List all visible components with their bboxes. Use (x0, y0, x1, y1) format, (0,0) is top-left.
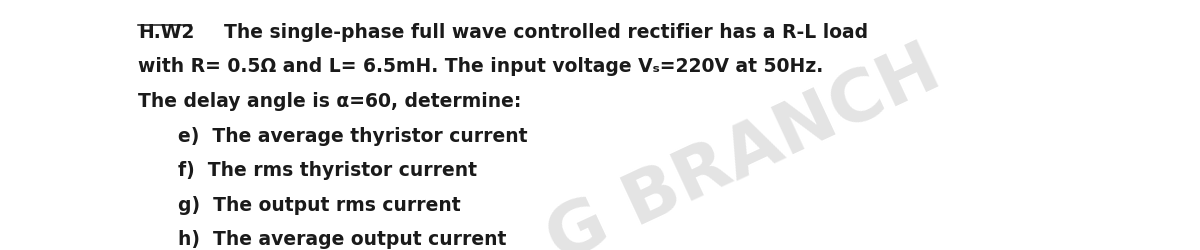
Text: G BRANCH: G BRANCH (536, 34, 952, 250)
Text: e)  The average thyristor current: e) The average thyristor current (178, 126, 527, 145)
Text: with R= 0.5Ω and L= 6.5mH. The input voltage Vₛ=220V at 50Hz.: with R= 0.5Ω and L= 6.5mH. The input vol… (138, 57, 823, 76)
Text: f)  The rms thyristor current: f) The rms thyristor current (178, 160, 476, 180)
Text: H.W2: H.W2 (138, 22, 194, 42)
Text: The delay angle is α=60, determine:: The delay angle is α=60, determine: (138, 92, 521, 110)
Text: The single-phase full wave controlled rectifier has a R-L load: The single-phase full wave controlled re… (198, 22, 868, 42)
Text: h)  The average output current: h) The average output current (178, 230, 506, 248)
Text: g)  The output rms current: g) The output rms current (178, 195, 461, 214)
